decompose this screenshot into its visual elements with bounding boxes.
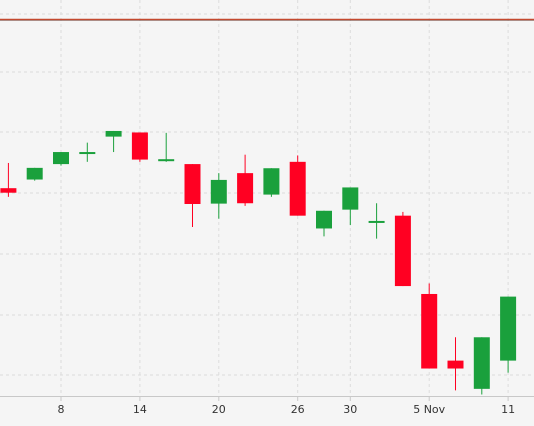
grid: [0, 0, 534, 396]
candle-up: [53, 152, 69, 166]
candle-up: [26, 167, 43, 181]
candle-up: [316, 210, 332, 237]
candle-down: [0, 162, 17, 197]
candle-body: [473, 337, 490, 389]
candle-up: [473, 337, 490, 395]
x-tick-label: 8: [58, 403, 65, 416]
candle-body: [79, 152, 96, 155]
candle-body: [210, 179, 227, 204]
candle-down: [131, 132, 148, 162]
candle-up: [500, 296, 517, 373]
candle-body: [316, 210, 332, 229]
candle-body: [263, 168, 280, 195]
candle-up: [210, 173, 227, 219]
x-tick-label: 20: [212, 403, 226, 416]
candle-down: [289, 155, 306, 216]
candle-down: [447, 337, 464, 391]
x-tick-label: 5 Nov: [413, 403, 445, 416]
candle-body: [158, 159, 175, 162]
candle-body: [394, 215, 411, 287]
candle-body: [53, 152, 69, 165]
x-tick-label: 14: [133, 403, 147, 416]
candle-down: [184, 164, 201, 227]
candle-body: [26, 167, 43, 180]
candle-up: [105, 130, 122, 153]
candles: [0, 130, 517, 395]
candle-body: [289, 161, 306, 216]
candle-body: [500, 296, 517, 361]
candle-up: [263, 168, 280, 197]
candle-body: [368, 220, 385, 223]
x-tick-label: 30: [343, 403, 357, 416]
x-tick-label: 11: [501, 403, 515, 416]
candle-up: [158, 132, 175, 162]
x-tick-label: 26: [291, 403, 305, 416]
candle-body: [447, 360, 464, 369]
candle-body: [0, 188, 17, 193]
candle-down: [421, 283, 438, 369]
x-axis: 8 14 20 26 30 5 Nov 11: [0, 396, 534, 416]
candle-body: [342, 187, 359, 210]
candle-down: [237, 154, 254, 206]
candle-up: [368, 203, 385, 239]
candle-up: [342, 187, 359, 226]
candle-body: [237, 173, 254, 204]
candle-up: [79, 142, 96, 162]
candle-body: [421, 293, 438, 369]
candle-body: [131, 132, 148, 160]
candle-down: [394, 211, 411, 287]
candle-body: [105, 130, 122, 137]
reference-line-group: [0, 18, 534, 22]
candle-body: [184, 164, 201, 204]
